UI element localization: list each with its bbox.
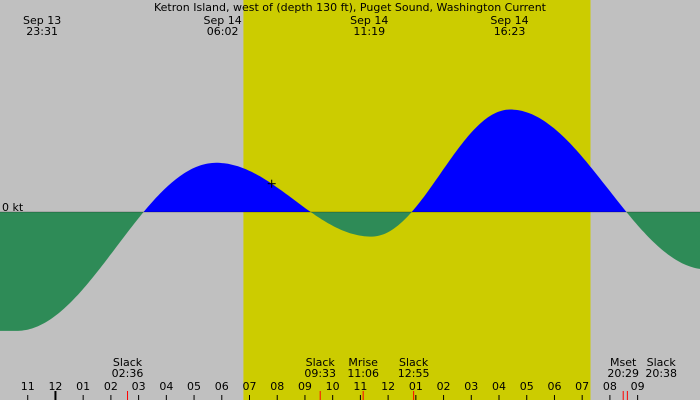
hour-tick-label: 12 — [48, 380, 62, 393]
hour-tick-label: 02 — [104, 380, 118, 393]
hour-tick-label: 04 — [159, 380, 173, 393]
current-time-marker — [267, 179, 276, 188]
hour-tick-label: 07 — [243, 380, 257, 393]
hour-tick-label: 11 — [21, 380, 35, 393]
event-label: Slack — [399, 356, 429, 369]
hour-tick-label: 10 — [326, 380, 340, 393]
hour-tick-label: 08 — [603, 380, 617, 393]
event-time: 02:36 — [112, 367, 144, 380]
ebb-area — [310, 212, 412, 237]
hour-tick-label: 04 — [492, 380, 506, 393]
hour-tick-label: 09 — [631, 380, 645, 393]
extremum-time: 06:02 — [207, 25, 239, 38]
event-time: 20:29 — [607, 367, 639, 380]
event-label: Mset — [610, 356, 637, 369]
current-areas — [0, 109, 700, 331]
hour-tick-label: 08 — [270, 380, 284, 393]
extremum-time: 23:31 — [26, 25, 58, 38]
extremum-time: 16:23 — [494, 25, 526, 38]
event-label: Slack — [647, 356, 677, 369]
hour-tick-label: 06 — [547, 380, 561, 393]
hour-tick-label: 06 — [215, 380, 229, 393]
hour-tick-label: 05 — [520, 380, 534, 393]
hour-tick-label: 09 — [298, 380, 312, 393]
extremum-date: Sep 14 — [350, 14, 388, 27]
ebb-area — [626, 212, 700, 269]
flood-area — [143, 162, 311, 212]
event-time: 11:06 — [347, 367, 379, 380]
hour-tick-label: 11 — [353, 380, 367, 393]
event-labels: Slack02:36Slack09:33Mrise11:06Slack12:55… — [112, 356, 677, 400]
extremum-time: 11:19 — [353, 25, 385, 38]
hour-tick-label: 05 — [187, 380, 201, 393]
event-label: Mrise — [348, 356, 378, 369]
event-label: Slack — [113, 356, 143, 369]
hour-tick-label: 02 — [437, 380, 451, 393]
event-time: 20:38 — [645, 367, 677, 380]
flood-area — [411, 109, 627, 212]
hour-axis: 11 12 01 02 03 04 05 06 07 08 09 10 11 12 01 02 03 04 05 06… — [21, 380, 645, 400]
hour-tick-label: 03 — [132, 380, 146, 393]
extremum-date: Sep 13 — [23, 14, 61, 27]
extremum-date: Sep 14 — [203, 14, 241, 27]
hour-tick-label: 12 — [381, 380, 395, 393]
hour-tick-label: 01 — [76, 380, 90, 393]
event-time: 12:55 — [398, 367, 430, 380]
y-axis-label: 0 kt — [2, 201, 24, 214]
extremum-date: Sep 14 — [490, 14, 528, 27]
hour-tick-label: 03 — [464, 380, 478, 393]
ebb-area — [0, 212, 144, 331]
chart-title: Ketron Island, west of (depth 130 ft), P… — [154, 1, 547, 14]
hour-tick-label: 07 — [575, 380, 589, 393]
event-time: 09:33 — [304, 367, 336, 380]
hour-tick-label: 01 — [409, 380, 423, 393]
event-label: Slack — [306, 356, 336, 369]
